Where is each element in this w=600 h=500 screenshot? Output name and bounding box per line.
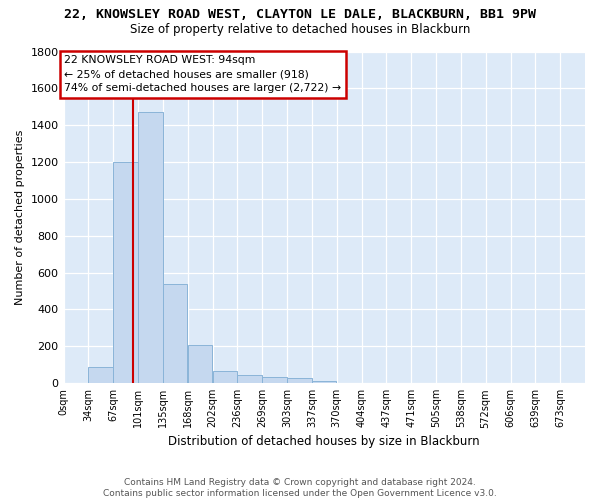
Text: 22, KNOWSLEY ROAD WEST, CLAYTON LE DALE, BLACKBURN, BB1 9PW: 22, KNOWSLEY ROAD WEST, CLAYTON LE DALE,… — [64, 8, 536, 20]
Bar — [138, 112, 163, 383]
Text: Size of property relative to detached houses in Blackburn: Size of property relative to detached ho… — [130, 22, 470, 36]
Y-axis label: Number of detached properties: Number of detached properties — [15, 130, 25, 305]
Bar — [88, 366, 113, 383]
Bar — [238, 375, 262, 383]
Text: Contains HM Land Registry data © Crown copyright and database right 2024.
Contai: Contains HM Land Registry data © Crown c… — [103, 478, 497, 498]
Bar — [188, 346, 212, 383]
Bar — [287, 378, 311, 383]
X-axis label: Distribution of detached houses by size in Blackburn: Distribution of detached houses by size … — [169, 434, 480, 448]
Bar — [163, 284, 187, 383]
Bar — [262, 376, 287, 383]
Bar — [113, 162, 138, 383]
Text: 22 KNOWSLEY ROAD WEST: 94sqm
← 25% of detached houses are smaller (918)
74% of s: 22 KNOWSLEY ROAD WEST: 94sqm ← 25% of de… — [64, 55, 341, 93]
Bar — [212, 371, 237, 383]
Bar — [312, 381, 337, 383]
